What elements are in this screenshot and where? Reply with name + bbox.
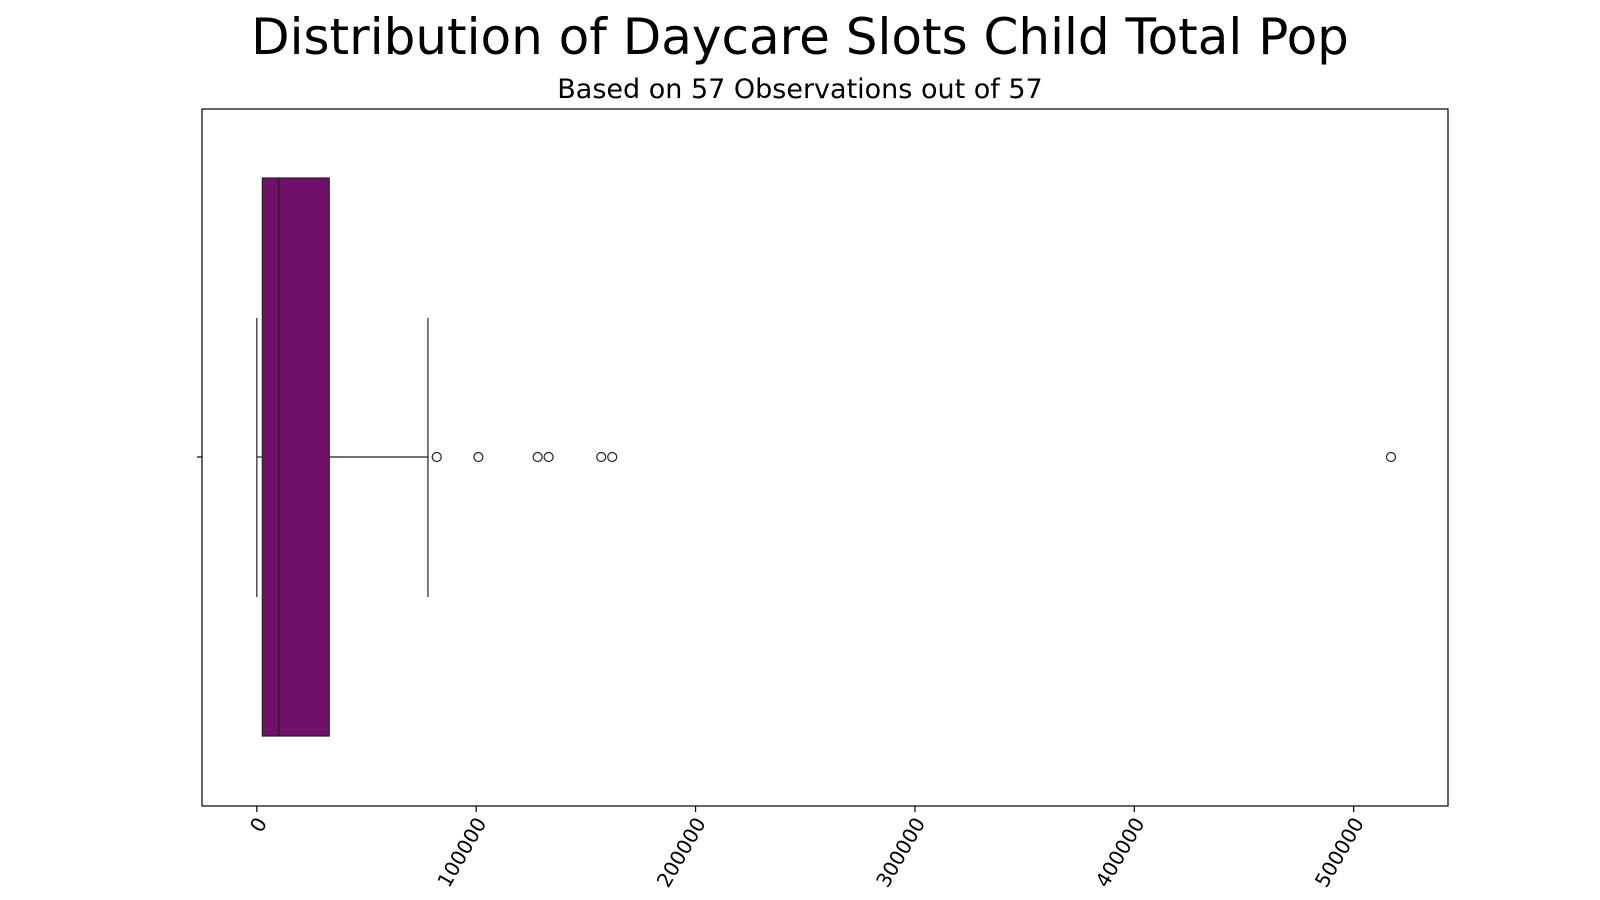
plot-area <box>256 177 1397 737</box>
x-tick-label: 400000 <box>1090 813 1149 891</box>
x-axis: 0 100000 200000 300000 400000 500000 <box>197 456 1369 891</box>
outlier-point <box>532 451 543 463</box>
x-tick-label: 200000 <box>652 813 711 891</box>
outlier-point <box>431 451 442 463</box>
x-tick-label: 300000 <box>871 813 930 891</box>
outlier-point <box>543 451 554 463</box>
chart-subtitle: Based on 57 Observations out of 57 <box>557 74 1043 105</box>
chart-title: Distribution of Daycare Slots Child Tota… <box>251 8 1349 66</box>
x-tick-label: 500000 <box>1310 813 1369 891</box>
outlier-point <box>596 451 607 463</box>
outlier-point <box>1385 451 1397 463</box>
outlier-point <box>607 451 618 463</box>
outlier-point <box>473 451 484 463</box>
iqr-box <box>261 177 330 737</box>
x-tick-label: 0 <box>245 813 272 836</box>
x-tick-label: 100000 <box>432 813 491 891</box>
